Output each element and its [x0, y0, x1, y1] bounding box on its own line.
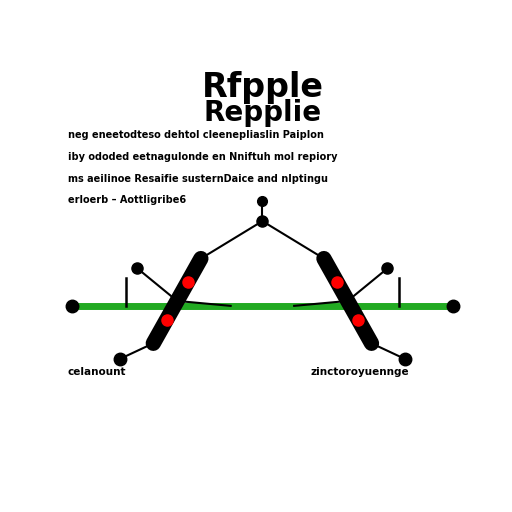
- Text: ms aeilinoe Resaifie susternDaice and nlptingu: ms aeilinoe Resaifie susternDaice and nl…: [68, 174, 328, 184]
- Text: celanount: celanount: [68, 367, 126, 377]
- Text: Rfpple: Rfpple: [201, 71, 324, 104]
- Text: zinctoroyuennge: zinctoroyuennge: [310, 367, 409, 377]
- Text: Repplie: Repplie: [203, 99, 322, 127]
- Text: erloerb – Aottligribe6: erloerb – Aottligribe6: [68, 196, 186, 205]
- Text: neg eneetodteso dehtol cleenepliaslin Paiplon: neg eneetodteso dehtol cleenepliaslin Pa…: [68, 131, 324, 140]
- Text: iby ododed eetnagulonde en Nniftuh mol repiory: iby ododed eetnagulonde en Nniftuh mol r…: [68, 152, 337, 162]
